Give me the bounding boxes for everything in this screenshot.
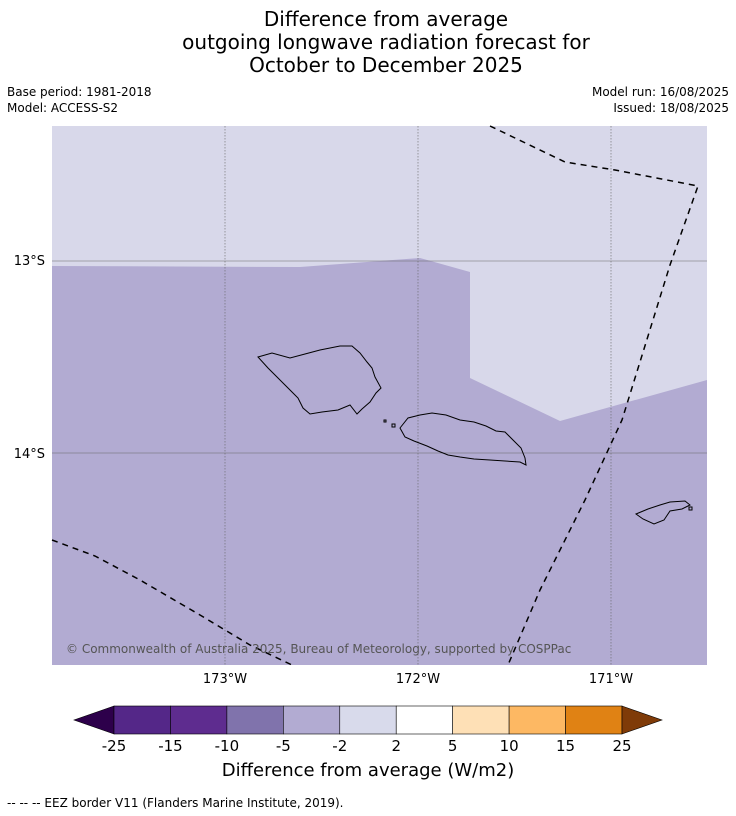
copyright-notice: © Commonwealth of Australia 2025, Bureau… [66, 642, 571, 656]
colorbar-extend-low [73, 705, 115, 735]
eez-border-east [489, 125, 699, 666]
colorbar-tick-label: 10 [500, 737, 519, 755]
lon-label-172w: 172°W [396, 672, 440, 687]
colorbar-segment [170, 705, 228, 735]
colorbar-segment [226, 705, 284, 735]
colorbar: -25 -15 -10 -5 -2 2 5 10 15 25 [73, 705, 663, 755]
colorbar-segment [508, 705, 566, 735]
title-line-2: outgoing longwave radiation forecast for [182, 30, 590, 54]
lon-label-171w: 171°W [589, 672, 633, 687]
graticule [52, 126, 707, 665]
colorbar-segment [565, 705, 623, 735]
aunuu-island [688, 506, 693, 511]
colorbar-label: Difference from average (W/m2) [221, 760, 515, 781]
chart-title: Difference from average outgoing longwav… [0, 8, 736, 77]
title-line-1: Difference from average [263, 7, 509, 31]
meta-left: Base period: 1981-2018 Model: ACCESS-S2 [7, 84, 152, 116]
base-period: Base period: 1981-2018 [7, 85, 152, 99]
eez-borders [51, 125, 699, 666]
colorbar-tick-label: -15 [158, 737, 183, 755]
map-panel [52, 126, 707, 665]
colorbar-tick-label: -2 [332, 737, 347, 755]
model-name: Model: ACCESS-S2 [7, 101, 119, 115]
colorbar-segment [339, 705, 397, 735]
eez-border-southwest [51, 539, 293, 666]
colorbar-tick-label: 5 [448, 737, 458, 755]
islands [257, 345, 693, 525]
colorbar-segment [452, 705, 510, 735]
field-region-minus5-minus2 [52, 126, 707, 421]
lon-label-173w: 173°W [203, 672, 247, 687]
eez-legend: -- -- -- EEZ border V11 (Flanders Marine… [7, 796, 344, 810]
colorbar-tick-label: -10 [215, 737, 240, 755]
colorbar-tick-label: 15 [556, 737, 575, 755]
colorbar-extend-high [621, 705, 663, 735]
colorbar-segment [395, 705, 453, 735]
lat-label-14s: 14°S [14, 447, 45, 462]
issued-date: Issued: 18/08/2025 [613, 101, 729, 115]
colorbar-tick-label: -25 [102, 737, 127, 755]
lat-label-13s: 13°S [14, 254, 45, 269]
colorbar-tick-label: 2 [391, 737, 401, 755]
colorbar-segment [113, 705, 171, 735]
colorbar-tick-label: 25 [612, 737, 631, 755]
tutuila-island [634, 500, 691, 525]
apolima-island [391, 423, 396, 428]
model-run: Model run: 16/08/2025 [591, 85, 729, 99]
manono-island [383, 419, 387, 423]
colorbar-tick-label: -5 [276, 737, 291, 755]
title-line-3: October to December 2025 [249, 53, 523, 77]
colorbar-segment [283, 705, 341, 735]
meta-right: Model run: 16/08/2025 Issued: 18/08/2025 [592, 84, 729, 116]
savaii-island [257, 345, 382, 415]
upolu-island [399, 412, 527, 466]
